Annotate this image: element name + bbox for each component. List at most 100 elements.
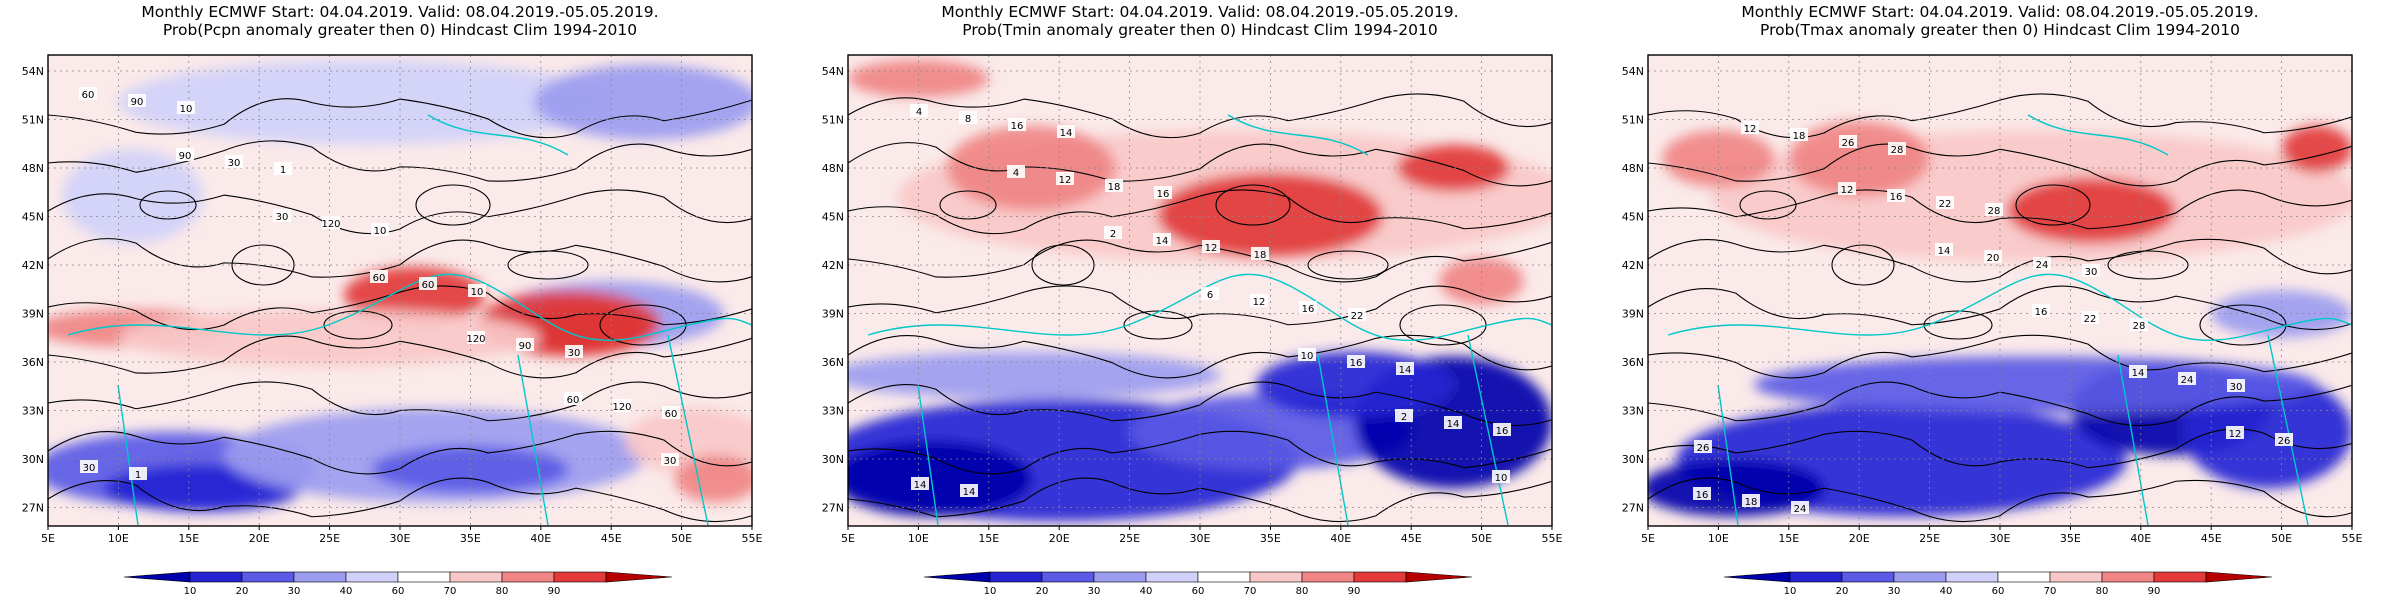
contour-label: 14 <box>1447 419 1460 430</box>
latitude-label: 36N <box>1622 356 1644 369</box>
contour-label: 60 <box>82 90 95 101</box>
contour-label: 120 <box>321 219 340 230</box>
longitude-label: 30E <box>1990 532 2011 545</box>
colorbar-swatch <box>1197 571 1251 583</box>
contour-label: 60 <box>665 409 678 420</box>
colorbar-label: 40 <box>340 586 353 597</box>
latitude-label: 39N <box>22 308 44 321</box>
graticule <box>1648 55 2352 526</box>
colorbar-label: 70 <box>2044 586 2057 597</box>
colorbar-swatch <box>923 571 991 583</box>
contour-label: 14 <box>1060 128 1073 139</box>
contour-label: 2 <box>1110 229 1116 240</box>
longitude-label: 5E <box>1641 532 1655 545</box>
colorbar: 10 20 30 40 60 70 80 90 <box>123 571 673 597</box>
colorbar-swatch <box>605 571 673 583</box>
longitude-label: 55E <box>742 532 763 545</box>
contour-label: 22 <box>1351 311 1364 322</box>
colorbar-label: 80 <box>1296 586 1309 597</box>
colorbar-label: 60 <box>1992 586 2005 597</box>
longitude-label: 50E <box>1471 532 1492 545</box>
contour-label: 26 <box>1842 138 1855 149</box>
colorbar-label: 70 <box>444 586 457 597</box>
contour-label: 12 <box>1744 124 1757 135</box>
contour-label: 30 <box>568 348 581 359</box>
longitude-label: 35E <box>1260 532 1281 545</box>
contour-label: 10 <box>180 104 193 115</box>
contour-label: 30 <box>228 158 241 169</box>
contour-label: 12 <box>1841 185 1854 196</box>
panel-title-line2: Prob(Tmax anomaly greater then 0) Hindca… <box>1760 21 2240 39</box>
contour-label: 26 <box>1697 443 1710 454</box>
latitude-label: 30N <box>1622 453 1644 466</box>
colorbar-label: 30 <box>1088 586 1101 597</box>
colorbar-label: 10 <box>184 586 197 597</box>
latitude-label: 33N <box>1622 405 1644 418</box>
probability-field: 4 4 2 6 10 2 10 8 12 14 12 16 14 14 16 18 12 16 14 16 14 14 16… <box>848 55 1552 526</box>
latitude-label: 48N <box>22 162 44 175</box>
colorbar-label: 30 <box>288 586 301 597</box>
longitude-label: 15E <box>178 532 199 545</box>
panel-title-line2: Prob(Pcpn anomaly greater then 0) Hindca… <box>163 21 637 39</box>
longitude-label: 40E <box>2130 532 2151 545</box>
contour-label: 120 <box>612 402 631 413</box>
contour-label: 1 <box>135 470 141 481</box>
latitude-label: 45N <box>22 211 44 224</box>
contour-labels: 4 4 2 6 10 2 10 8 12 14 12 16 14 14 16 18 12 16 14 16 14 14 16… <box>910 104 1511 498</box>
contour-label: 28 <box>1988 206 2001 217</box>
contour-label: 60 <box>422 280 435 291</box>
contour-label: 22 <box>2084 314 2097 325</box>
colorbar: 10 20 30 40 60 70 80 90 <box>923 571 1473 597</box>
colorbar-swatch <box>2153 571 2207 583</box>
colorbar-swatch <box>241 571 295 583</box>
longitude-label: 10E <box>108 532 129 545</box>
contour-label: 14 <box>2132 368 2145 379</box>
contour-label: 90 <box>519 341 532 352</box>
colorbar-swatch <box>189 571 243 583</box>
contour-label: 4 <box>1013 168 1019 179</box>
colorbar-label: 40 <box>1140 586 1153 597</box>
colorbar-swatch <box>1041 571 1095 583</box>
longitude-label: 20E <box>1049 532 1070 545</box>
contour-labels: 12 12 14 16 14 12 16 18 16 20 22 24 26 18 26 22 24 28 30 26… <box>1693 121 2293 515</box>
colorbar-swatch <box>1353 571 1407 583</box>
latitude-label: 39N <box>1622 308 1644 321</box>
colorbar-swatch <box>1789 571 1843 583</box>
contour-label: 14 <box>914 480 927 491</box>
contour-label: 16 <box>1350 358 1363 369</box>
contour-label: 16 <box>1696 490 1709 501</box>
latitude-label: 33N <box>822 405 844 418</box>
colorbar-swatch <box>501 571 555 583</box>
colorbar-label: 70 <box>1244 586 1257 597</box>
map-panel-tmax: Monthly ECMWF Start: 04.04.2019. Valid: … <box>1622 3 2363 597</box>
contour-label: 30 <box>83 463 96 474</box>
contour-label: 10 <box>471 287 484 298</box>
latitude-label: 30N <box>22 453 44 466</box>
colorbar: 10 20 30 40 60 70 80 90 <box>1723 571 2273 597</box>
latitude-label: 54N <box>1622 65 1644 78</box>
contour-label: 16 <box>1302 304 1315 315</box>
contour-label: 10 <box>1495 473 1508 484</box>
latitude-label: 51N <box>822 114 844 127</box>
coastline <box>867 114 1552 526</box>
longitude-label: 55E <box>1542 532 1563 545</box>
colorbar-label: 90 <box>548 586 561 597</box>
longitude-label: 50E <box>671 532 692 545</box>
contour-label: 24 <box>2181 375 2194 386</box>
contour-label: 12 <box>2229 429 2242 440</box>
contour-label: 18 <box>1254 250 1267 261</box>
longitude-label: 40E <box>1330 532 1351 545</box>
contour-lines <box>48 98 752 523</box>
colorbar-label: 60 <box>1192 586 1205 597</box>
longitude-label: 25E <box>1119 532 1140 545</box>
colorbar-label: 90 <box>2148 586 2161 597</box>
colorbar-label: 40 <box>1940 586 1953 597</box>
contour-label: 90 <box>179 151 192 162</box>
latitude-label: 42N <box>1622 259 1644 272</box>
longitude-label: 45E <box>2201 532 2222 545</box>
contour-label: 8 <box>965 114 971 125</box>
latitude-label: 42N <box>822 259 844 272</box>
colorbar-swatch <box>1301 571 1355 583</box>
contour-label: 28 <box>1891 145 1904 156</box>
